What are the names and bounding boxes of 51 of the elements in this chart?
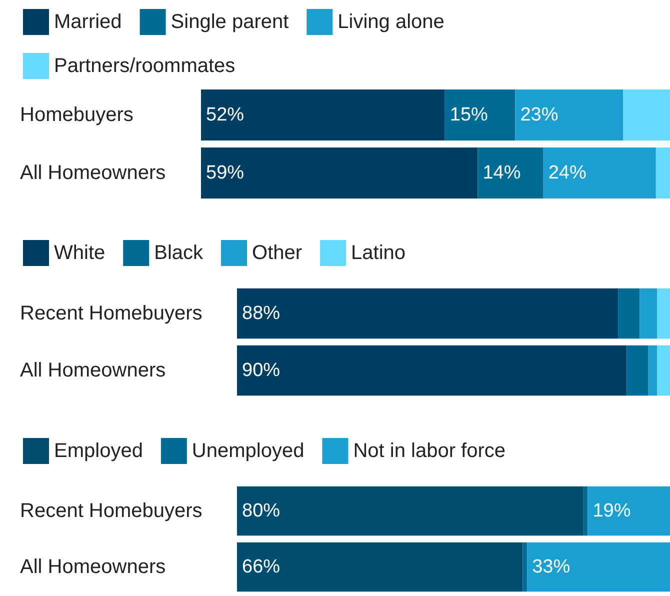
legend-label: Married — [54, 11, 122, 33]
legend-label: Employed — [54, 440, 143, 462]
data-label: 23% — [520, 104, 558, 126]
data-label: 15% — [450, 104, 488, 126]
legend-label: Other — [252, 242, 302, 264]
bar — [543, 147, 656, 199]
bar — [640, 288, 658, 339]
bar — [237, 345, 627, 396]
data-label: 52% — [206, 104, 244, 126]
bar — [237, 288, 618, 339]
data-label: 19% — [592, 500, 631, 522]
data-label: 88% — [242, 303, 280, 324]
bar — [656, 147, 670, 199]
data-label: 14% — [482, 162, 521, 184]
data-label: 80% — [242, 500, 280, 522]
bar — [527, 542, 670, 592]
data-label: 24% — [548, 162, 587, 184]
data-label: 33% — [532, 556, 570, 578]
bar — [515, 89, 624, 141]
y-tick-label: All Homeowners — [20, 162, 166, 184]
legend-label: Single parent — [170, 11, 290, 33]
y-tick-label: Homebuyers — [20, 104, 134, 126]
legend-label: Partners/roommates — [54, 55, 236, 77]
bar — [583, 486, 588, 536]
data-label: 90% — [242, 360, 280, 381]
bar — [522, 542, 528, 592]
bar — [201, 147, 478, 199]
y-tick-label: All Homeowners — [20, 360, 166, 382]
bar — [478, 147, 544, 199]
legend-label: Not in labor force — [353, 440, 506, 462]
legend-label: Living alone — [338, 11, 444, 33]
legend-label: White — [54, 242, 106, 264]
bar — [618, 288, 640, 339]
bar — [444, 89, 516, 141]
legend-label: Latino — [351, 242, 406, 264]
bar — [237, 542, 523, 592]
y-tick-label: Recent Homebuyers — [20, 302, 202, 324]
y-tick-label: All Homeowners — [20, 556, 166, 578]
y-tick-label: Recent Homebuyers — [20, 500, 202, 522]
data-label: 66% — [242, 556, 280, 578]
bar — [623, 89, 670, 141]
bar — [588, 486, 670, 536]
bar — [237, 486, 584, 536]
bar — [648, 345, 658, 396]
data-label: 59% — [206, 162, 244, 184]
legend-label: Black — [154, 242, 204, 264]
legend-label: Unemployed — [192, 440, 304, 462]
bar — [626, 345, 648, 396]
bar — [657, 345, 670, 396]
bar — [657, 288, 670, 339]
bar — [201, 89, 445, 141]
